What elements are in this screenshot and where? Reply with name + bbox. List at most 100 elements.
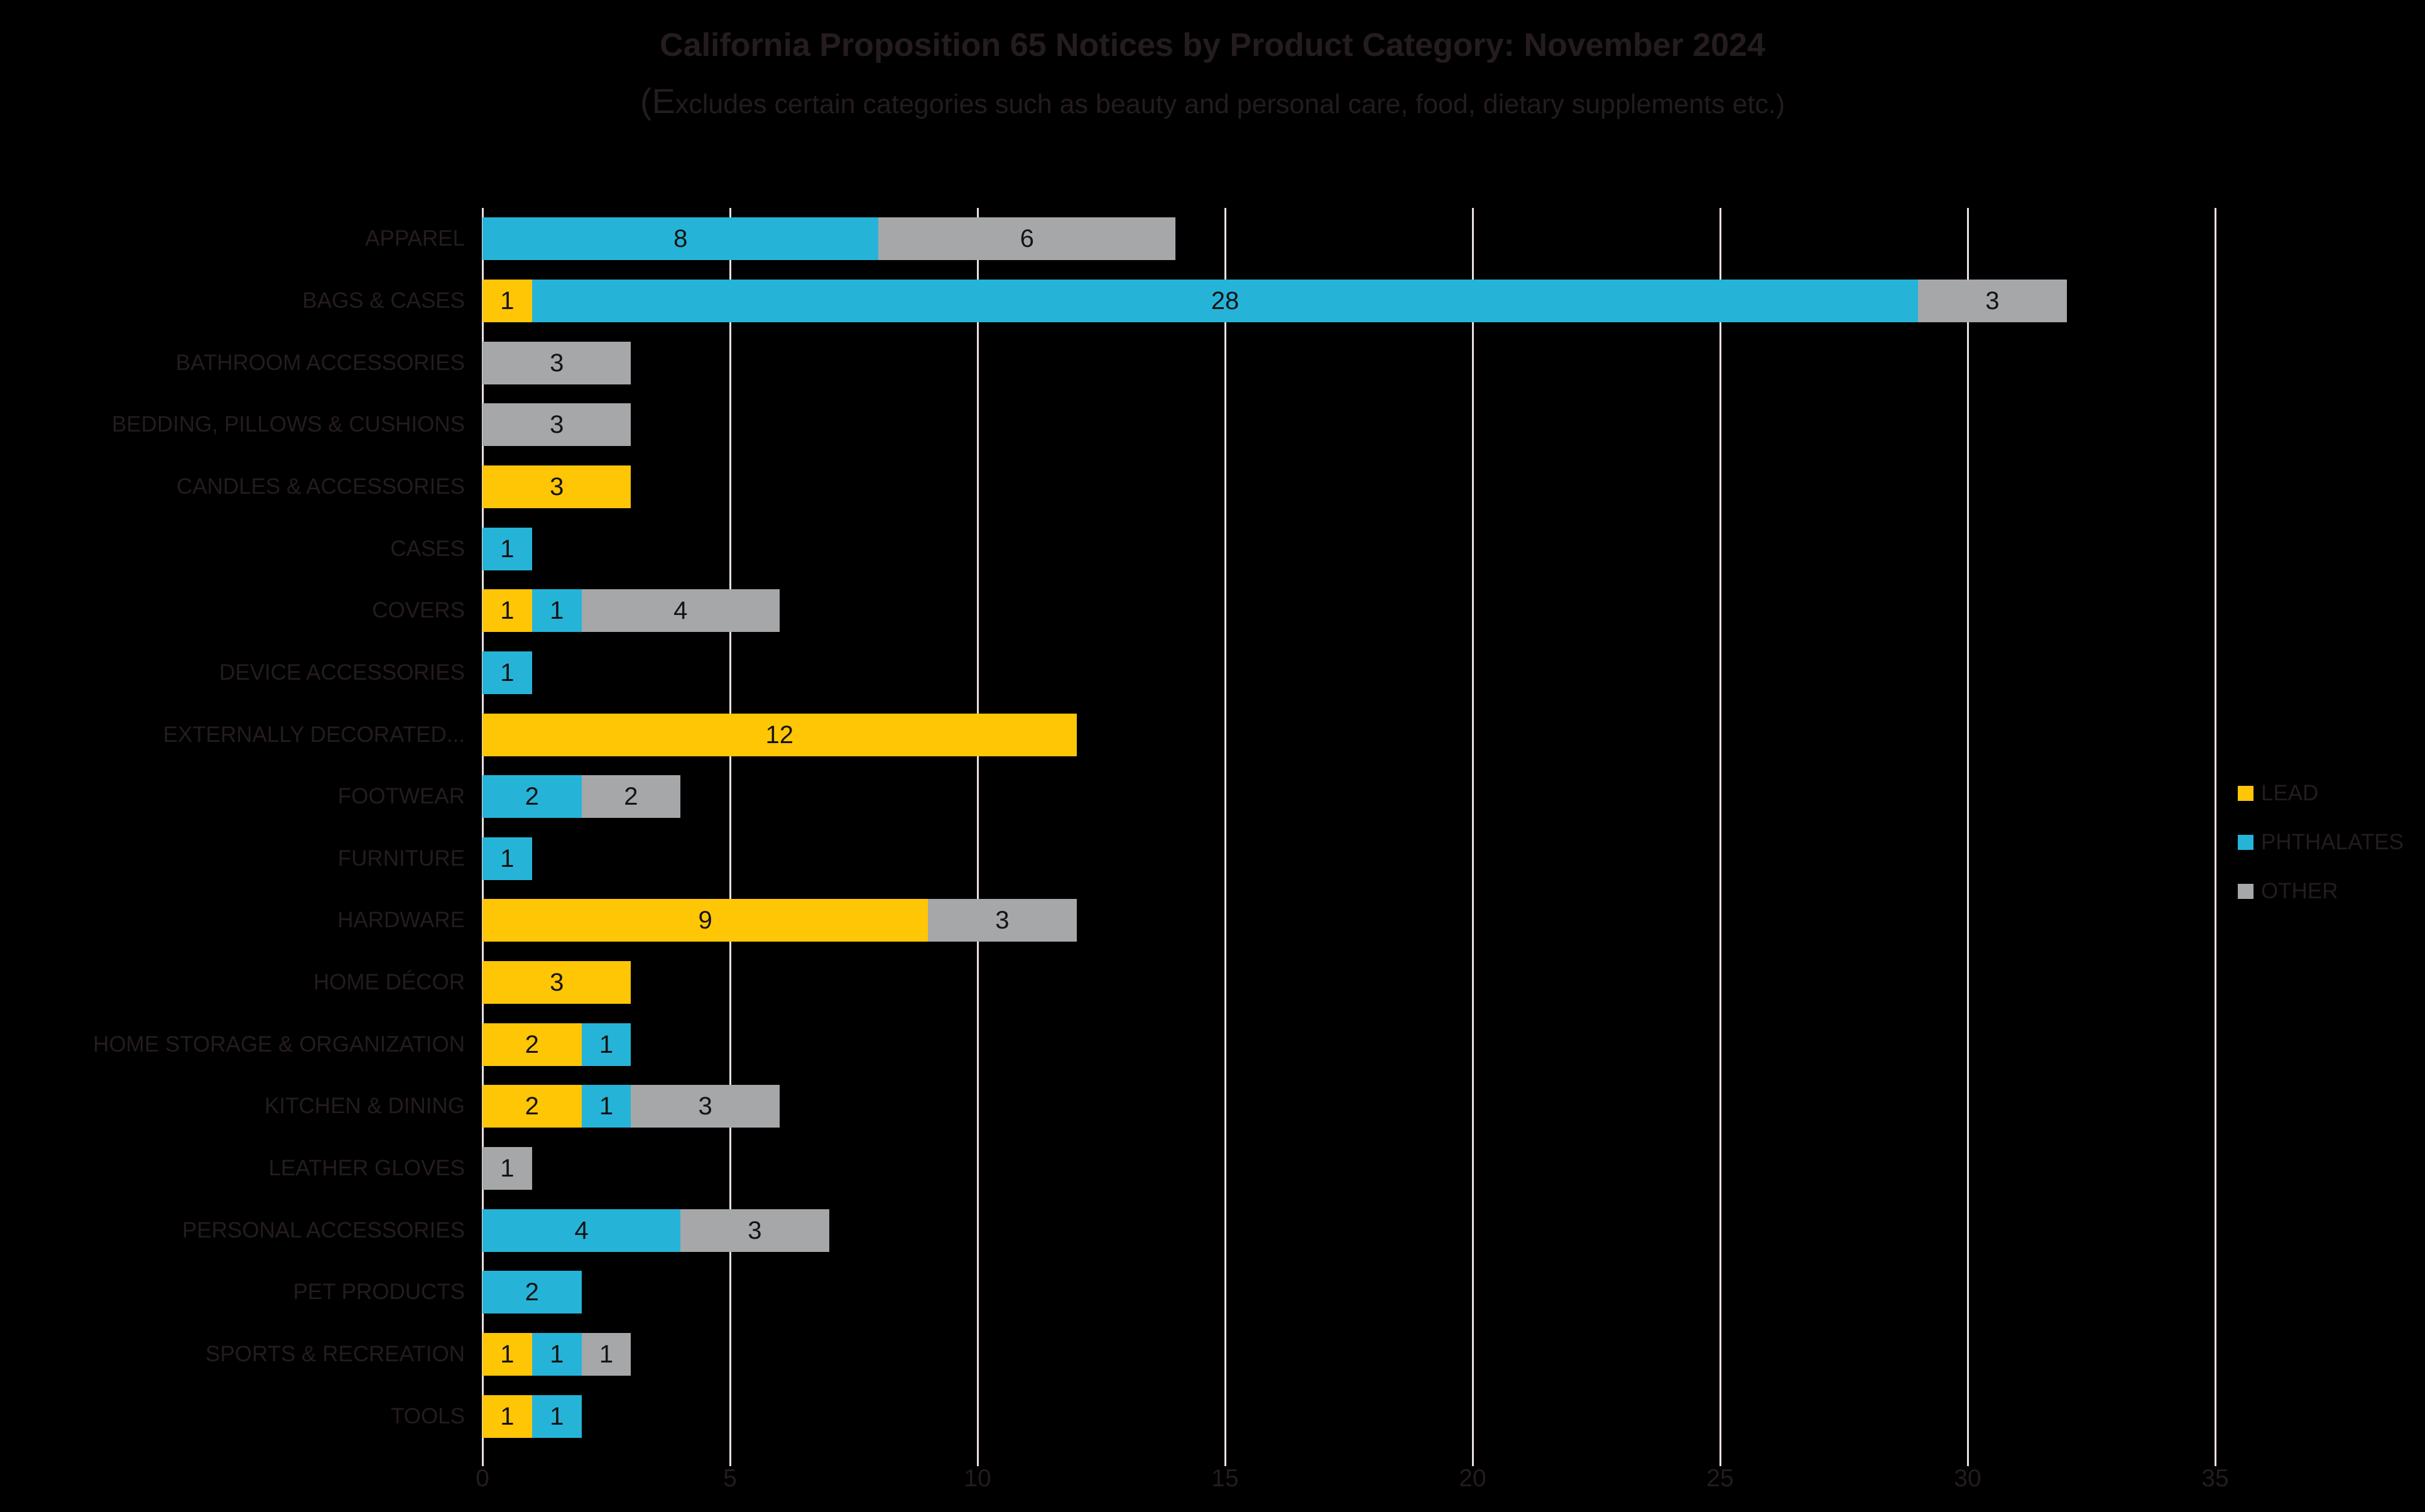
- legend-label-lead: LEAD: [2261, 781, 2319, 805]
- category-label: EXTERNALLY DECORATED...: [163, 722, 465, 747]
- category-label: PERSONAL ACCESSORIES: [182, 1218, 465, 1243]
- x-axis-label-0: 0: [476, 1465, 489, 1492]
- gridline-x-30: [1967, 208, 1969, 1447]
- bar-segment-phthalates: 1: [581, 1085, 631, 1128]
- gridline-x-20: [1472, 208, 1474, 1447]
- bar-segment-phthalates: 4: [482, 1209, 681, 1252]
- axis-tick-0: [482, 1447, 484, 1466]
- category-label: KITCHEN & DINING: [264, 1094, 465, 1118]
- category-label: LEATHER GLOVES: [268, 1156, 465, 1180]
- x-axis-label-30: 30: [1954, 1465, 1981, 1492]
- chart-subtitle: (Excludes certain categories such as bea…: [640, 81, 1785, 121]
- category-label: CANDLES & ACCESSORIES: [176, 474, 465, 499]
- legend-label-other: OTHER: [2261, 879, 2338, 903]
- bar-segment-other: 3: [482, 403, 631, 446]
- legend-swatch-phthalates: [2238, 835, 2253, 850]
- category-label: CASES: [390, 536, 465, 561]
- gridline-x-35: [2215, 208, 2216, 1447]
- x-axis-label-25: 25: [1706, 1465, 1734, 1492]
- bar-segment-other: 3: [631, 1085, 780, 1128]
- category-label: FURNITURE: [337, 846, 465, 871]
- bar-segment-phthalates: 2: [482, 775, 582, 818]
- gridline-x-15: [1224, 208, 1226, 1447]
- bar-segment-lead: 12: [482, 714, 1077, 756]
- bar-segment-phthalates: 28: [531, 280, 1919, 322]
- bar-row: 3: [482, 465, 631, 508]
- category-label: BEDDING, PILLOWS & CUSHIONS: [111, 412, 465, 437]
- bar-row: 1: [482, 837, 532, 880]
- bar-segment-lead: 9: [482, 899, 929, 942]
- gridline-x-5: [729, 208, 731, 1447]
- plot-area: 8 6 1 28 3 3 3 3 1 1 1 4 1 12 2 2 1 9 3 3 2 1 2 1 3 1 4 3 2 1 1 1 1 1: [482, 208, 2216, 1447]
- category-label: BAGS & CASES: [302, 288, 465, 313]
- x-axis-label-5: 5: [723, 1465, 737, 1492]
- bar-segment-lead: 2: [482, 1023, 582, 1066]
- bar-segment-phthalates: 8: [482, 217, 879, 260]
- category-label: APPAREL: [365, 226, 465, 251]
- bar-segment-phthalates: 1: [482, 837, 532, 880]
- bar-segment-lead: 2: [482, 1085, 582, 1128]
- bar-segment-phthalates: 1: [581, 1023, 631, 1066]
- bar-row: 3: [482, 403, 631, 446]
- axis-tick-25: [1719, 1447, 1721, 1466]
- x-axis-label-15: 15: [1211, 1465, 1239, 1492]
- legend-item-lead: LEAD: [2238, 779, 2318, 808]
- bar-segment-other: 3: [928, 899, 1077, 942]
- bar-segment-other: 3: [1918, 280, 2067, 322]
- legend-label-phthalates: PHTHALATES: [2261, 830, 2404, 854]
- axis-tick-20: [1472, 1447, 1474, 1466]
- x-axis-label-10: 10: [964, 1465, 991, 1492]
- category-label: HOME DÉCOR: [313, 970, 465, 994]
- x-axis-label-35: 35: [2201, 1465, 2229, 1492]
- category-label: SPORTS & RECREATION: [205, 1342, 465, 1366]
- bar-segment-lead: 3: [482, 465, 631, 508]
- category-label: HOME STORAGE & ORGANIZATION: [93, 1032, 465, 1057]
- bar-segment-other: 2: [581, 775, 681, 818]
- chart-title: California Proposition 65 Notices by Pro…: [660, 27, 1765, 63]
- bar-segment-phthalates: 1: [531, 1395, 582, 1438]
- axis-tick-5: [729, 1447, 731, 1466]
- category-label: HARDWARE: [337, 908, 465, 932]
- category-label: FOOTWEAR: [337, 784, 465, 808]
- x-axis-label-20: 20: [1459, 1465, 1486, 1492]
- bar-segment-lead: 1: [482, 1333, 532, 1376]
- gridline-x-25: [1719, 208, 1721, 1447]
- bar-segment-other: 1: [581, 1333, 631, 1376]
- gridline-x-0: [482, 208, 484, 1447]
- category-label: BATHROOM ACCESSORIES: [175, 351, 465, 375]
- category-label: TOOLS: [390, 1404, 465, 1428]
- legend-item-other: OTHER: [2238, 877, 2338, 906]
- axis-tick-30: [1967, 1447, 1969, 1466]
- bar-segment-lead: 1: [482, 1395, 532, 1438]
- axis-tick-15: [1224, 1447, 1226, 1466]
- bar-row: 12: [482, 714, 1077, 756]
- bar-segment-lead: 3: [482, 961, 631, 1004]
- category-label: COVERS: [372, 598, 465, 623]
- bar-segment-other: 6: [878, 217, 1176, 260]
- bar-row: 1: [482, 528, 532, 570]
- bar-segment-phthalates: 1: [531, 589, 582, 632]
- axis-tick-10: [977, 1447, 979, 1466]
- bar-segment-phthalates: 1: [531, 1333, 582, 1376]
- legend-swatch-lead: [2238, 786, 2253, 801]
- bar-segment-phthalates: 1: [482, 651, 532, 694]
- legend-item-phthalates: PHTHALATES: [2238, 828, 2404, 857]
- bar-row: 3: [482, 961, 631, 1004]
- category-label: PET PRODUCTS: [293, 1280, 465, 1304]
- bar-row: 1 28 3: [482, 280, 2067, 322]
- bar-row: 2: [482, 1271, 582, 1313]
- bar-segment-other: 1: [482, 1147, 532, 1190]
- axis-tick-35: [2215, 1447, 2216, 1466]
- bar-segment-phthalates: 1: [482, 528, 532, 570]
- category-label: DEVICE ACCESSORIES: [219, 660, 465, 685]
- bar-segment-lead: 1: [482, 589, 532, 632]
